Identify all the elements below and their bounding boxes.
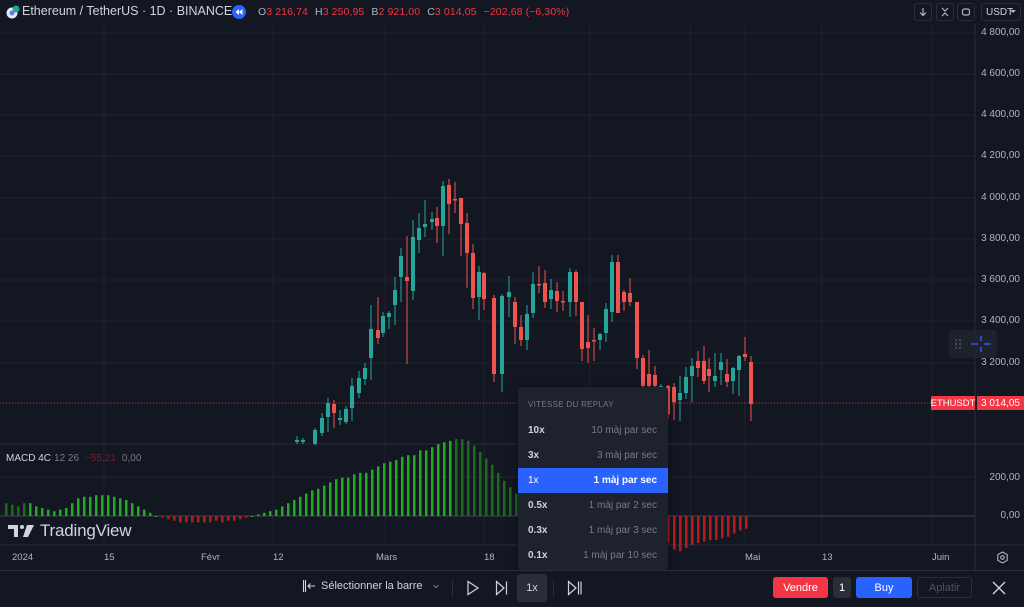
speed-option-0.5x[interactable]: 0.5x 1 màj par 2 sec	[528, 500, 657, 511]
replay-speed-menu: VITESSE DU REPLAY 10x 10 màj par sec 3x 3 m…	[518, 387, 668, 570]
jump-to-realtime-button[interactable]	[567, 580, 583, 596]
arrow-down-icon	[919, 8, 927, 17]
refresh-button[interactable]	[957, 3, 975, 21]
price-axis-label: 4 400,00	[981, 109, 1020, 120]
ohlc-values: O3 216,74 H3 250,95 B2 921,00 C3 014,05 …	[258, 6, 570, 18]
replay-speed-button[interactable]: 1x	[517, 574, 547, 602]
select-bar-icon	[302, 580, 315, 592]
quantity-field[interactable]: 1	[833, 577, 851, 598]
close-icon	[992, 581, 1006, 595]
time-axis-label: Juin	[932, 552, 950, 563]
macd-indicator-legend[interactable]: MACD 4C 12 26 −55,21 0,00	[6, 453, 142, 464]
rewind-icon[interactable]	[232, 5, 246, 19]
chart-settings-icon[interactable]	[996, 551, 1009, 569]
chevron-down-icon	[1010, 10, 1016, 13]
time-axis-label: Mai	[745, 552, 761, 563]
symbol-title[interactable]: Ethereum / TetherUS · 1D · BINANCE	[22, 4, 233, 18]
time-axis-label: 2024	[12, 552, 34, 563]
divider	[452, 580, 453, 597]
time-axis-label: 18	[484, 552, 495, 563]
skip-to-end-icon	[567, 580, 582, 596]
play-button[interactable]	[466, 580, 480, 596]
menu-title: VITESSE DU REPLAY	[528, 400, 614, 409]
change-value: −202,68 (−6,30%)	[483, 6, 570, 18]
symbol-price-tag: ETHUSDT	[930, 396, 976, 410]
tradingview-logo-icon	[8, 525, 34, 537]
speed-option-3x[interactable]: 3x 3 màj par sec	[528, 450, 657, 461]
floating-crosshair-toolbar[interactable]	[949, 330, 997, 358]
buy-button[interactable]: Buy	[856, 577, 912, 598]
speed-option-0.1x[interactable]: 0.1x 1 màj par 10 sec	[528, 550, 657, 561]
arrow-down-button[interactable]	[914, 3, 932, 21]
last-price-tag: 3 014,05	[977, 396, 1024, 410]
chart-header: Ethereum / TetherUS · 1D · BINANCE O3 21…	[0, 0, 1024, 24]
time-axis-label: 12	[273, 552, 284, 563]
drag-handle-icon	[955, 339, 961, 349]
tradingview-watermark[interactable]: TradingView	[8, 521, 132, 541]
chevron-down-icon	[432, 584, 439, 589]
sell-button[interactable]: Vendre	[773, 577, 828, 598]
select-bar-button[interactable]: Sélectionner la barre	[302, 579, 441, 593]
speed-option-1x[interactable]: 1x 1 màj par sec	[518, 468, 668, 493]
crosshair-icon	[971, 336, 991, 352]
speed-option-0.3x[interactable]: 0.3x 1 màj par 3 sec	[528, 525, 657, 536]
macd-axis-label: 200,00	[989, 472, 1020, 483]
time-axis-label: 13	[822, 552, 833, 563]
price-axis-label: 3 200,00	[981, 357, 1020, 368]
divider	[553, 580, 554, 597]
step-forward-icon	[495, 580, 508, 596]
ethereum-logo-icon	[6, 5, 20, 19]
close-replay-button[interactable]	[988, 577, 1010, 599]
refresh-icon	[961, 8, 971, 16]
speed-option-10x[interactable]: 10x 10 màj par sec	[528, 425, 657, 436]
play-icon	[467, 580, 480, 596]
currency-select[interactable]: USDT	[981, 3, 1021, 21]
collapse-icon	[941, 7, 949, 17]
macd-axis-label: 0,00	[1000, 510, 1020, 521]
price-axis-label: 4 600,00	[981, 68, 1020, 79]
price-axis-label: 3 400,00	[981, 315, 1020, 326]
time-axis-label: Mars	[376, 552, 398, 563]
price-axis-label: 3 800,00	[981, 233, 1020, 244]
replay-bottom-bar	[0, 570, 1024, 607]
flatten-button[interactable]: Aplatir	[917, 577, 972, 598]
time-axis-label: 15	[104, 552, 115, 563]
step-forward-button[interactable]	[495, 580, 509, 596]
price-axis-label: 4 200,00	[981, 150, 1020, 161]
price-axis-label: 4 800,00	[981, 27, 1020, 38]
price-axis-label: 4 000,00	[981, 192, 1020, 203]
collapse-button[interactable]	[936, 3, 954, 21]
price-axis-label: 3 600,00	[981, 274, 1020, 285]
time-axis-label: Févr	[201, 552, 220, 563]
